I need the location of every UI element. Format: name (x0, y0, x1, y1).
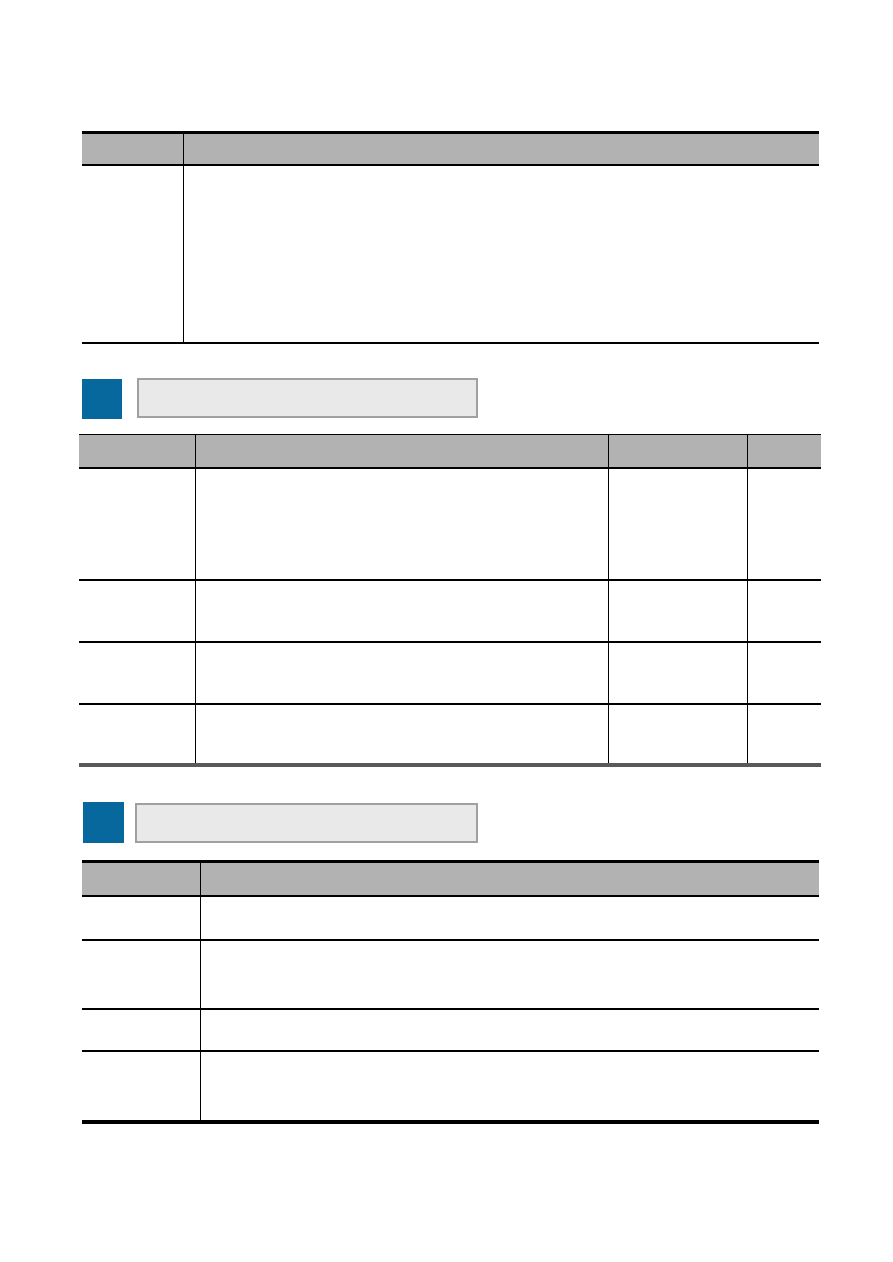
table-header-row (79, 435, 821, 469)
table-header-cell (183, 134, 819, 166)
table-header-cell (747, 435, 821, 469)
table-cell (195, 468, 609, 581)
table-top (82, 131, 819, 344)
table-row (82, 1009, 819, 1052)
table-row (79, 704, 821, 763)
table-cell (79, 468, 196, 581)
table-cell (79, 704, 196, 763)
table-cell (200, 896, 819, 941)
table-row (82, 940, 819, 1010)
table-cell (747, 468, 821, 581)
table-cell (82, 1009, 201, 1052)
table-header-row (82, 134, 819, 166)
table-cell (195, 704, 609, 763)
section-marker-icon (82, 379, 122, 419)
table-cell (82, 1051, 201, 1120)
table-cell (195, 580, 609, 643)
table-cell (82, 896, 201, 941)
table-cell (608, 704, 748, 763)
table-header-cell (608, 435, 748, 469)
table-cell (195, 642, 609, 705)
table-cell (608, 642, 748, 705)
table-header-cell (200, 863, 819, 897)
table-header-cell (82, 134, 184, 166)
section-title-box (137, 378, 478, 418)
table-cell (183, 165, 819, 342)
table-bottom (82, 860, 819, 1124)
table-middle-grid (79, 435, 821, 763)
table-header-cell (82, 863, 201, 897)
table-top-grid (82, 134, 819, 342)
table-cell (747, 580, 821, 643)
table-row (82, 896, 819, 941)
table-cell (79, 580, 196, 643)
table-middle (79, 434, 821, 767)
section-title-box (135, 803, 478, 843)
table-row (82, 165, 819, 342)
table-cell (200, 1051, 819, 1120)
table-row (79, 580, 821, 643)
section-marker-icon (83, 802, 124, 843)
table-header-cell (195, 435, 609, 469)
table-cell (608, 580, 748, 643)
table-cell (82, 165, 184, 342)
table-cell (608, 468, 748, 581)
table-row (79, 642, 821, 705)
table-cell (79, 642, 196, 705)
table-cell (747, 642, 821, 705)
table-row (82, 1051, 819, 1120)
table-cell (82, 940, 201, 1010)
table-header-row (82, 863, 819, 897)
table-cell (200, 940, 819, 1010)
table-header-cell (79, 435, 196, 469)
table-bottom-grid (82, 863, 819, 1120)
table-row (79, 468, 821, 581)
table-cell (200, 1009, 819, 1052)
table-cell (747, 704, 821, 763)
